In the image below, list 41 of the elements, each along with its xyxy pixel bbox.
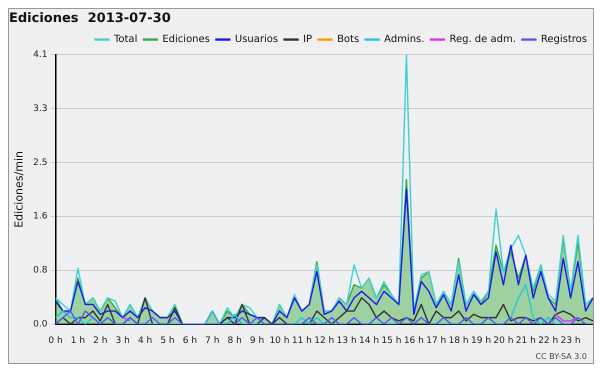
y-tick-label: 4.1: [33, 50, 48, 60]
text: CC BY-SA 3.0: [535, 352, 587, 361]
x-tick-label: 15 h: [381, 336, 402, 346]
y-tick-label: 0.8: [33, 266, 48, 276]
legend-label: Ediciones: [162, 34, 210, 46]
x-tick-label: 10 h: [269, 336, 290, 346]
y-axis-title: Ediciones/min: [12, 151, 26, 228]
x-tick-label: 21 h: [516, 336, 536, 346]
x-tick-label: 6 h: [182, 336, 198, 346]
legend-label: Admins.: [384, 34, 424, 46]
x-tick-label: 18 h: [448, 336, 469, 346]
y-tick-label: 3.3: [33, 104, 48, 114]
x-tick-label: 9 h: [250, 336, 264, 346]
legend-label: Usuarios: [234, 34, 278, 46]
x-tick-label: 7 h: [205, 336, 220, 346]
legend-label: Total: [112, 34, 138, 46]
x-tick-label: 14 h: [359, 336, 380, 346]
x-tick-label: 5 h: [160, 336, 175, 346]
chart-title: Ediciones 2013-07-30: [9, 11, 171, 26]
x-tick-label: 20 h: [493, 336, 514, 346]
x-tick-label: 2 h: [93, 336, 108, 346]
x-tick-label: 4 h: [138, 336, 152, 346]
x-tick-label: 19 h: [471, 336, 492, 346]
x-tick-label: 11 h: [292, 336, 312, 346]
legend-label: Bots: [337, 34, 360, 46]
legend-label: Registros: [540, 34, 588, 46]
y-tick-label: 0.0: [33, 320, 48, 330]
x-tick-label: 23 h: [560, 336, 581, 346]
x-tick-label: 3 h: [116, 336, 130, 346]
legend-label: Reg. de adm.: [449, 34, 516, 46]
x-tick-label: 16 h: [404, 336, 424, 346]
x-tick-label: 13 h: [336, 336, 357, 346]
x-tick-label: 12 h: [314, 336, 334, 346]
x-tick-label: 0 h: [48, 336, 63, 346]
y-tick-label: 1.6: [33, 212, 48, 222]
y-tick-label: 2.5: [33, 158, 48, 168]
legend-label: IP: [303, 34, 312, 46]
x-tick-label: 1 h: [70, 336, 86, 346]
x-tick-label: 17 h: [426, 336, 446, 346]
x-tick-label: 22 h: [538, 336, 558, 346]
x-tick-label: 8 h: [228, 336, 242, 346]
